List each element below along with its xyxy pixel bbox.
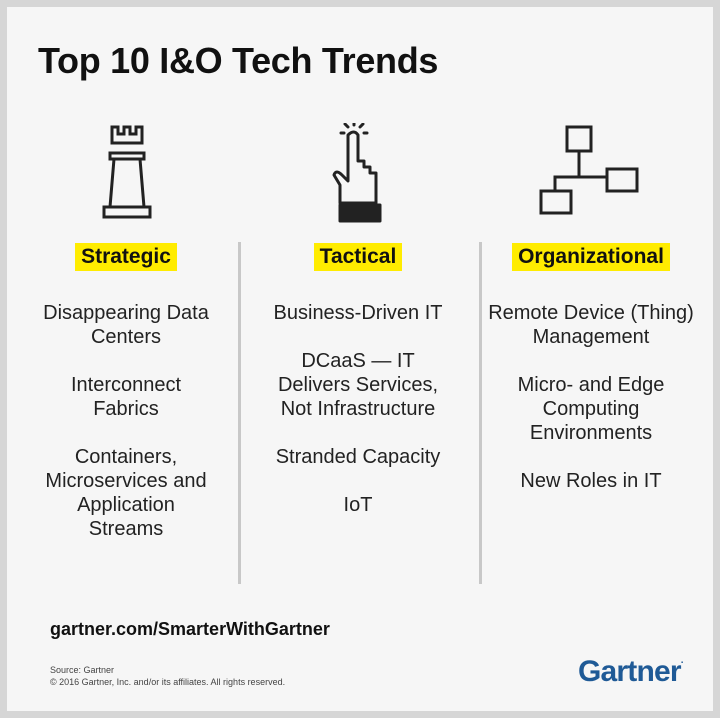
trend-item: Disappearing Data Centers [43, 302, 209, 348]
chess-rook-icon [12, 123, 240, 233]
gartner-logo: Gartner. [578, 655, 684, 689]
column-tactical: Tactical Business-Driven IT DCaaS — IT D… [244, 123, 472, 541]
trend-item: DCaaS — IT Delivers Services, Not Infras… [277, 350, 439, 420]
trend-list-strategic: Disappearing Data Centers Interconnect F… [12, 301, 240, 541]
logo-dot: . [680, 655, 684, 666]
column-organizational: Organizational Remote Device (Thing) Man… [477, 123, 705, 517]
category-label-strategic: Strategic [75, 243, 177, 271]
trend-item: New Roles in IT [520, 470, 662, 492]
category-label-tactical: Tactical [313, 243, 403, 271]
trend-item: Stranded Capacity [275, 446, 441, 468]
trend-list-tactical: Business-Driven IT DCaaS — IT Delivers S… [244, 301, 472, 517]
trend-item: Interconnect Fabrics [70, 374, 182, 420]
source-note: Source: Gartner [50, 665, 115, 675]
trend-item: IoT [343, 494, 373, 516]
column-divider [479, 242, 482, 584]
trend-item: Micro- and Edge Computing Environments [517, 374, 665, 444]
trend-list-organizational: Remote Device (Thing) Management Micro- … [477, 301, 705, 493]
category-label-organizational: Organizational [512, 243, 670, 271]
infographic-card: Top 10 I&O Tech Trends Strategic Disappe… [7, 7, 713, 711]
website-link[interactable]: gartner.com/SmarterWithGartner [50, 619, 330, 639]
page-title: Top 10 I&O Tech Trends [38, 40, 439, 81]
logo-text: Gartner [578, 655, 682, 688]
trend-item: Business-Driven IT [273, 302, 443, 324]
trend-item: Remote Device (Thing) Management [488, 302, 694, 348]
org-chart-icon [477, 123, 705, 233]
trend-item: Containers, Microservices and Applicatio… [45, 446, 207, 540]
column-divider [238, 242, 241, 584]
copyright-note: © 2016 Gartner, Inc. and/or its affiliat… [50, 677, 286, 687]
pointing-hand-icon [244, 123, 472, 233]
column-strategic: Strategic Disappearing Data Centers Inte… [12, 123, 240, 565]
